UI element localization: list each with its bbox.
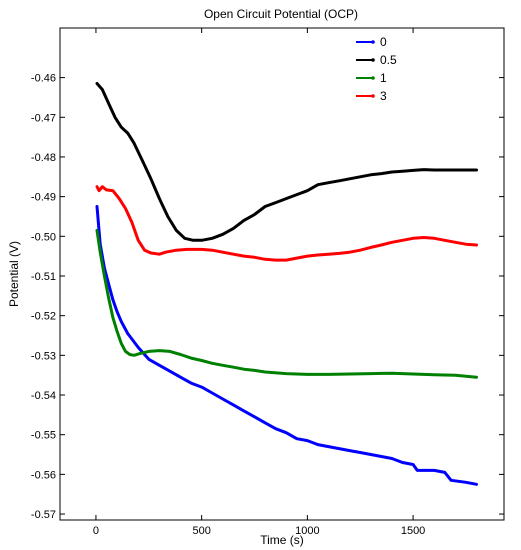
y-tick-label: -0.55 [31,430,56,442]
series-line-3 [95,185,478,262]
y-tick-label: -0.56 [31,469,56,481]
legend-marker-3 [371,94,375,98]
series-line-1 [95,228,478,379]
x-tick-label: 1500 [401,525,425,537]
x-axis-title: Time (s) [260,533,304,547]
legend-label-3: 3 [380,89,387,103]
series-layer [95,82,478,486]
y-tick-label: -0.57 [31,509,56,521]
y-axis: -0.57 -0.56 -0.55 -0.54 -0.53 -0.52 -0.51 -0.50… [31,73,504,521]
y-tick-label: -0.53 [31,350,56,362]
x-tick-label: 500 [192,525,210,537]
x-tick-label: 0 [93,525,99,537]
x-axis: 0 500 1000 1500 [93,28,425,537]
legend-marker-0 [371,40,375,44]
y-tick-label: -0.46 [31,73,56,85]
y-tick-label: -0.51 [31,271,56,283]
legend-marker-0.5 [371,58,375,62]
series-line-0 [95,205,478,486]
y-tick-label: -0.48 [31,152,56,164]
plot-frame [59,27,505,521]
y-tick-label: -0.50 [31,231,56,243]
legend-label-1: 1 [380,71,387,85]
legend-label-0.5: 0.5 [380,53,397,67]
chart-title: Open Circuit Potential (OCP) [204,7,358,21]
legend: 0 0.5 1 3 [356,35,397,103]
legend-label-0: 0 [380,35,387,49]
y-tick-label: -0.47 [31,112,56,124]
y-tick-label: -0.52 [31,311,56,323]
y-axis-title: Potential (V) [7,241,21,307]
y-tick-label: -0.49 [31,192,56,204]
series-line-0.5 [95,82,478,242]
y-tick-label: -0.54 [31,390,56,402]
x-tick-label: 1000 [295,525,319,537]
legend-marker-1 [371,76,375,80]
